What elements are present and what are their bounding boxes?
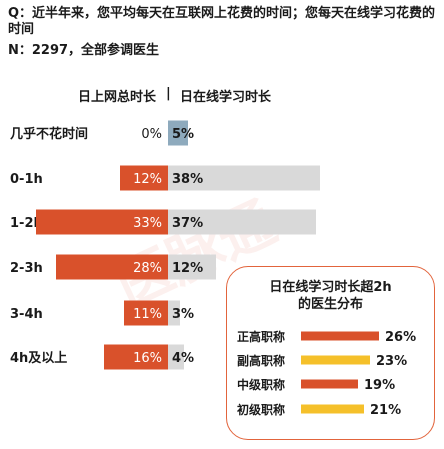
category-label: 几乎不花时间 (10, 126, 88, 142)
bar-total (120, 165, 168, 191)
bar-total (124, 300, 168, 326)
legend-study: 日在线学习时长 (180, 90, 272, 105)
bar-total-label: 28% (133, 261, 162, 276)
bar-total-label: 11% (133, 307, 162, 322)
bar-total-label: 12% (133, 172, 162, 187)
bar-total (104, 344, 168, 370)
bar-total-label: 16% (133, 351, 162, 366)
distribution-bar (301, 379, 358, 389)
bar-study (168, 344, 184, 370)
distribution-value: 23% (376, 354, 407, 369)
category-label: 3-4h (10, 307, 43, 322)
category-label: 4h及以上 (10, 351, 67, 366)
bar-study (168, 165, 320, 191)
bar-study-label: 38% (172, 172, 203, 187)
distribution-value: 19% (364, 378, 395, 393)
distribution-value: 21% (370, 403, 401, 418)
category-label: 2-3h (10, 261, 43, 276)
sample-note: N：2297，全部参调医生 (8, 43, 160, 58)
distribution-value: 26% (385, 330, 416, 345)
legend-total: 日上网总时长 (78, 90, 157, 105)
legend-separator: | (166, 86, 171, 101)
bar-total-label: 33% (133, 216, 162, 231)
bar-study (168, 209, 316, 235)
question-text: Q：近半年来，您平均每天在互联网上花费的时间；您每天在线学习花费的时间 (8, 6, 436, 37)
bar-study-label: 3% (172, 307, 194, 322)
bar-study (168, 254, 216, 280)
chart-legend: 日上网总时长 | 日在线学习时长 (0, 86, 444, 106)
bar-total-label: 0% (141, 127, 162, 142)
distribution-title: 日在线学习时长超2h 的医生分布 (269, 280, 392, 312)
distribution-category: 副高职称 (237, 353, 285, 368)
bar-total (36, 209, 168, 235)
bar-study-label: 4% (172, 351, 194, 366)
bar-study-label: 12% (172, 261, 203, 276)
distribution-category: 中级职称 (237, 377, 285, 392)
distribution-panel: 日在线学习时长超2h 的医生分布 (226, 266, 435, 440)
distribution-category: 正高职称 (237, 329, 285, 344)
category-label: 0-1h (10, 172, 43, 187)
category-label: 1-2h (10, 216, 43, 231)
distribution-bar (301, 404, 364, 414)
bar-study-label: 5% (172, 127, 194, 142)
distribution-bar (301, 355, 370, 365)
bar-study (168, 120, 188, 146)
bar-study (168, 300, 180, 326)
distribution-bar (301, 331, 379, 341)
distribution-category: 初级职称 (237, 402, 285, 417)
bar-total (56, 254, 168, 280)
bar-study-label: 37% (172, 216, 203, 231)
